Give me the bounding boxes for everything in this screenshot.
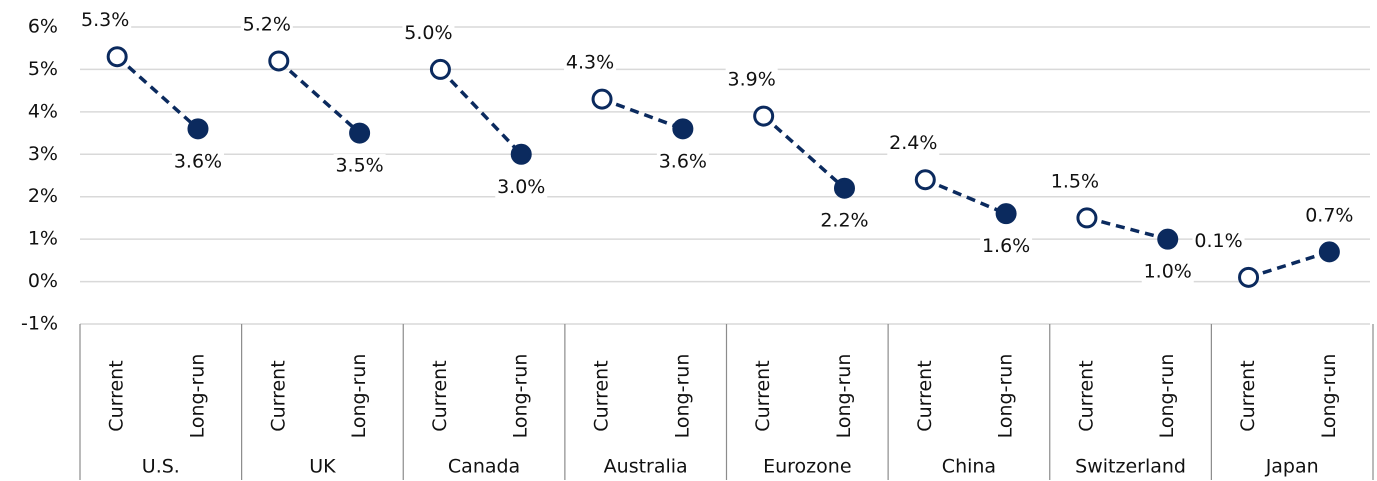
label-background [887,131,940,156]
data-label: 4.3% [566,52,614,74]
data-label: 5.2% [243,13,291,35]
data-label: 1.0% [1144,261,1192,283]
label-background [171,149,224,174]
sub-category-label: Long-run [833,354,855,439]
data-label: 0.1% [1194,230,1242,252]
marker [1076,207,1098,229]
sub-category-label: Long-run [1318,354,1340,439]
marker [914,169,936,191]
category-label: Japan [1265,456,1319,478]
connector [277,59,361,135]
label-background [1303,203,1356,228]
category-label: Eurozone [763,456,851,478]
sub-category-label: Current [106,360,128,431]
marker [429,58,451,80]
connector [762,114,846,190]
category-label: U.S. [142,456,180,478]
label-background [240,12,293,37]
data-label: 1.5% [1051,170,1099,192]
marker [1318,241,1340,263]
connector [116,55,200,131]
category-label: Switzerland [1075,456,1186,478]
category-label: UK [309,456,336,478]
marker [106,46,128,68]
y-tick-label: 3% [28,143,58,165]
y-tick-label: 2% [28,185,58,207]
data-label: 0.7% [1305,204,1353,226]
label-background [725,68,778,93]
label-background [980,234,1033,259]
data-label: 3.5% [335,155,383,177]
data-label: 3.6% [174,150,222,172]
label-background [818,209,871,234]
sub-category-label: Long-run [671,354,693,439]
y-tick-label: 4% [28,100,58,122]
label-background [402,21,455,46]
connector [1248,250,1330,279]
label-background [333,154,386,179]
sub-category-label: Current [267,360,289,431]
marker [1238,266,1260,288]
y-tick-label: 5% [28,58,58,80]
category-label: Canada [448,456,520,478]
data-label: 5.3% [81,9,129,31]
category-label: Australia [604,456,688,478]
sub-category-label: Current [1075,360,1097,431]
sub-category-label: Long-run [1156,354,1178,439]
sub-category-label: Long-run [995,354,1017,439]
marker [187,118,209,140]
data-label: 3.6% [659,150,707,172]
connector [1086,216,1169,241]
sub-category-label: Long-run [510,354,532,439]
marker [995,203,1017,225]
marker [833,177,855,199]
marker [591,88,613,110]
category-label: China [942,456,996,478]
sub-category-label: Long-run [348,354,370,439]
data-label: 2.2% [820,210,868,232]
y-tick-label: 1% [28,228,58,250]
label-background [495,175,548,200]
y-tick-label: 0% [28,270,58,292]
data-label: 1.6% [982,235,1030,257]
data-label: 3.9% [728,69,776,91]
connector [601,97,684,131]
data-label: 5.0% [404,22,452,44]
sub-category-label: Current [591,360,613,431]
marker [753,105,775,127]
marker [1157,228,1179,250]
data-label: 2.4% [889,132,937,154]
marker [672,118,694,140]
y-tick-label: 6% [28,16,58,38]
marker [510,143,532,165]
label-background [1141,260,1194,285]
sub-category-label: Current [752,360,774,431]
label-background [1048,169,1101,194]
sub-category-label: Current [1237,360,1259,431]
connector [439,68,523,156]
label-background [564,51,617,76]
label-background [656,149,709,174]
marker [349,122,371,144]
y-tick-label: -1% [21,313,58,335]
data-label: 3.0% [497,176,545,198]
sub-category-label: Long-run [186,354,208,439]
label-background [1192,229,1245,254]
label-background [79,8,132,33]
sub-category-label: Current [429,360,451,431]
marker [268,50,290,72]
sub-category-label: Current [914,360,936,431]
